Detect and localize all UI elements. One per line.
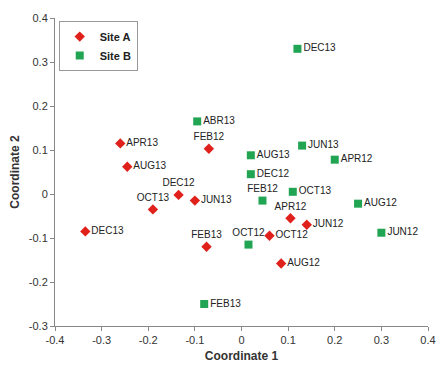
svg-text:APR12: APR12 xyxy=(275,201,307,212)
svg-text:0.4: 0.4 xyxy=(420,334,435,346)
svg-text:-0.2: -0.2 xyxy=(139,334,158,346)
svg-text:-0.1: -0.1 xyxy=(185,334,204,346)
svg-text:Site B: Site B xyxy=(100,50,131,62)
svg-text:0.3: 0.3 xyxy=(33,56,48,68)
svg-text:AUG12: AUG12 xyxy=(287,257,320,268)
svg-text:ABR13: ABR13 xyxy=(203,115,235,126)
svg-text:FEB12: FEB12 xyxy=(247,183,278,194)
svg-text:0.2: 0.2 xyxy=(327,334,342,346)
svg-text:0.4: 0.4 xyxy=(33,12,48,24)
svg-text:AUG12: AUG12 xyxy=(364,197,397,208)
svg-text:0: 0 xyxy=(238,334,244,346)
svg-text:0.1: 0.1 xyxy=(280,334,295,346)
svg-text:JUN12: JUN12 xyxy=(313,218,344,229)
svg-text:FEB12: FEB12 xyxy=(194,131,225,142)
svg-text:-0.2: -0.2 xyxy=(29,276,48,288)
svg-text:JUN13: JUN13 xyxy=(201,194,232,205)
svg-text:FEB13: FEB13 xyxy=(210,298,241,309)
svg-text:0: 0 xyxy=(42,188,48,200)
svg-text:Coordinate 2: Coordinate 2 xyxy=(8,135,22,209)
svg-text:-0.4: -0.4 xyxy=(46,334,65,346)
svg-text:DEC13: DEC13 xyxy=(91,225,124,236)
svg-text:OCT12: OCT12 xyxy=(275,229,308,240)
svg-text:JUN13: JUN13 xyxy=(308,139,339,150)
svg-text:-0.3: -0.3 xyxy=(92,334,111,346)
svg-text:FEB13: FEB13 xyxy=(191,229,222,240)
svg-text:DEC12: DEC12 xyxy=(162,177,195,188)
svg-text:-0.3: -0.3 xyxy=(29,320,48,332)
svg-text:Coordinate 1: Coordinate 1 xyxy=(205,349,279,363)
svg-text:DEC13: DEC13 xyxy=(303,42,336,53)
svg-text:0.3: 0.3 xyxy=(374,334,389,346)
svg-text:APR12: APR12 xyxy=(341,153,373,164)
svg-text:APR13: APR13 xyxy=(126,137,158,148)
svg-text:-0.1: -0.1 xyxy=(29,232,48,244)
svg-text:JUN12: JUN12 xyxy=(387,226,418,237)
svg-text:AUG13: AUG13 xyxy=(257,149,290,160)
svg-text:OCT13: OCT13 xyxy=(299,185,332,196)
svg-text:0.1: 0.1 xyxy=(33,144,48,156)
svg-text:DEC12: DEC12 xyxy=(257,168,290,179)
svg-text:Site A: Site A xyxy=(100,31,131,43)
svg-text:OCT13: OCT13 xyxy=(137,192,170,203)
svg-text:AUG13: AUG13 xyxy=(133,160,166,171)
svg-text:OCT12: OCT12 xyxy=(232,227,265,238)
svg-text:0.2: 0.2 xyxy=(33,100,48,112)
